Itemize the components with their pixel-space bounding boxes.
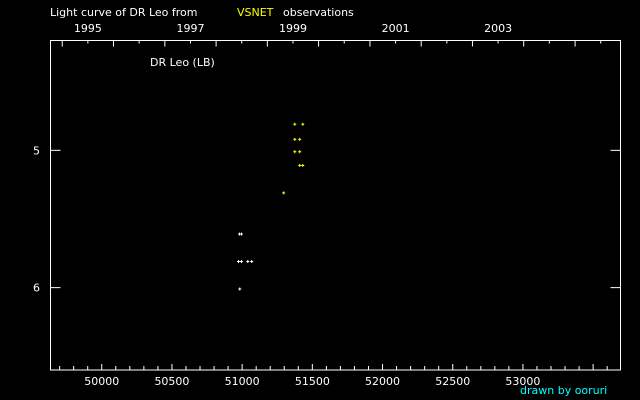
data-point bbox=[301, 163, 305, 167]
data-point bbox=[298, 137, 302, 141]
object-label: DR Leo (LB) bbox=[150, 56, 215, 69]
year-label: 2003 bbox=[484, 22, 512, 35]
year-label: 2001 bbox=[382, 22, 410, 35]
data-point bbox=[236, 260, 240, 264]
data-point bbox=[238, 287, 242, 291]
data-point bbox=[250, 260, 254, 264]
x-tick-label: 50500 bbox=[154, 375, 189, 388]
chart-title-source: VSNET bbox=[237, 6, 274, 19]
chart-title-suffix: observations bbox=[283, 6, 354, 19]
data-point bbox=[282, 191, 286, 195]
x-tick-label: 51500 bbox=[295, 375, 330, 388]
chart-title-prefix: Light curve of DR Leo from bbox=[50, 6, 198, 19]
data-point bbox=[246, 260, 250, 264]
x-tick-label: 52500 bbox=[435, 375, 470, 388]
data-point bbox=[298, 150, 302, 154]
credit-label: drawn by ooruri bbox=[520, 384, 607, 397]
year-label: 1997 bbox=[176, 22, 204, 35]
data-point bbox=[239, 260, 243, 264]
x-tick-label: 50000 bbox=[84, 375, 119, 388]
y-tick-label: 5 bbox=[33, 144, 40, 157]
plot-frame bbox=[50, 40, 621, 371]
x-tick-label: 51000 bbox=[225, 375, 260, 388]
x-tick-label: 52000 bbox=[365, 375, 400, 388]
data-point bbox=[293, 150, 297, 154]
year-label: 1995 bbox=[74, 22, 102, 35]
data-point bbox=[301, 122, 305, 126]
y-tick-label: 6 bbox=[33, 282, 40, 295]
data-point bbox=[293, 122, 297, 126]
data-point bbox=[293, 137, 297, 141]
x-tick-label: 53000 bbox=[505, 375, 540, 388]
data-point bbox=[298, 163, 302, 167]
year-label: 1999 bbox=[279, 22, 307, 35]
data-point bbox=[239, 232, 243, 236]
